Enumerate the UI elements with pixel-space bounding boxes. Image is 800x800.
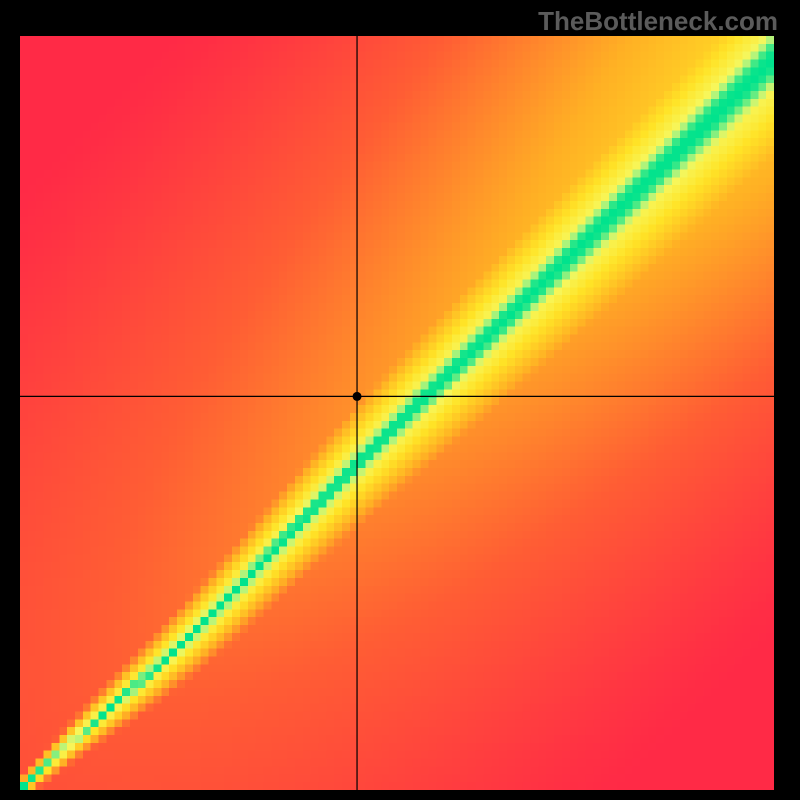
bottleneck-heatmap <box>20 36 774 790</box>
watermark-text: TheBottleneck.com <box>538 6 778 37</box>
chart-container: TheBottleneck.com <box>0 0 800 800</box>
